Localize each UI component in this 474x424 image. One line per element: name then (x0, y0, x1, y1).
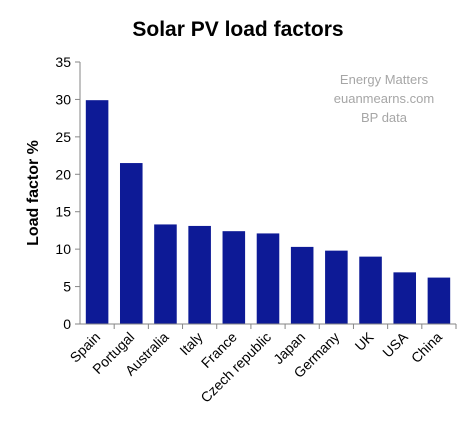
y-axis: 0 5 10 15 20 25 30 35 (55, 54, 81, 332)
y-tick-label: 10 (55, 241, 71, 257)
bar-china (427, 277, 451, 324)
y-tick-label: 15 (55, 204, 71, 220)
x-tick-label: China (408, 329, 445, 366)
bar-uk (359, 256, 382, 324)
bar-germany (325, 250, 348, 324)
x-tick-label: UK (352, 328, 378, 354)
y-tick-label: 35 (55, 54, 71, 70)
bar-italy (188, 225, 211, 324)
annotation-line-1: Energy Matters (340, 72, 429, 87)
bar-czech-republic (256, 233, 280, 324)
x-tick-label: USA (379, 328, 411, 360)
y-tick-label: 0 (63, 316, 71, 332)
bar-france (222, 231, 246, 324)
bar-spain (85, 100, 109, 324)
bar-japan (290, 246, 314, 324)
y-tick-label: 20 (55, 166, 71, 182)
y-tick-label: 25 (55, 129, 71, 145)
bar-portugal (119, 163, 143, 324)
annotation-line-2: euanmearns.com (334, 91, 434, 106)
bars (85, 100, 451, 324)
x-tick-label: Italy (176, 329, 205, 358)
y-tick-label: 30 (55, 91, 71, 107)
bar-usa (393, 272, 417, 324)
annotation-line-3: BP data (361, 110, 408, 125)
source-annotation: Energy Matters euanmearns.com BP data (334, 72, 434, 125)
y-tick-label: 5 (63, 279, 71, 295)
y-axis-label: Load factor % (25, 140, 42, 246)
chart-title: Solar PV load factors (132, 18, 343, 41)
bar-australia (154, 224, 177, 324)
